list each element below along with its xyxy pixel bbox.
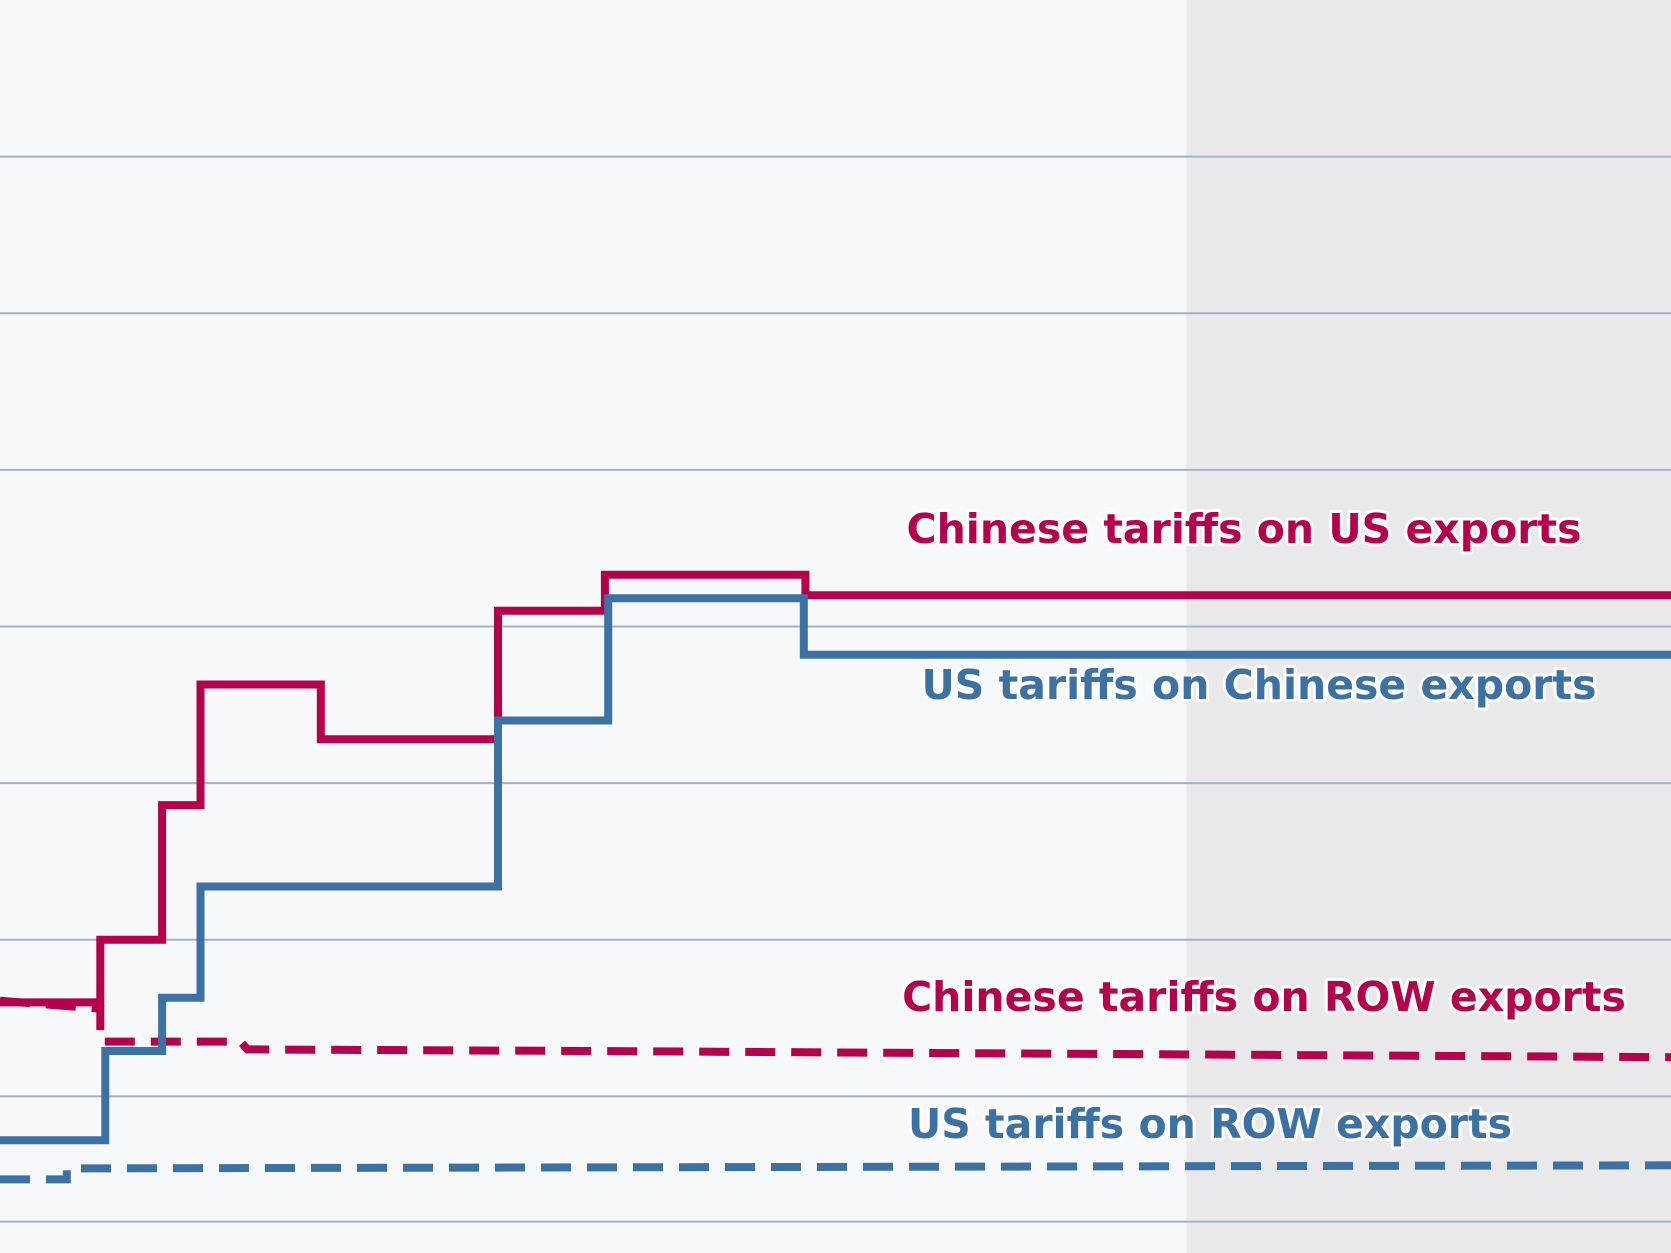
series-line-china-on-row [0, 996, 1671, 1062]
label-chinese-tariffs-on-row-exports: Chinese tariffs on ROW exports [902, 973, 1626, 1021]
label-chinese-tariffs-on-us-exports: Chinese tariffs on US exports [907, 505, 1582, 553]
label-us-tariffs-on-chinese-exports: US tariffs on Chinese exports [922, 661, 1597, 709]
series-line-us-on-china [0, 594, 1671, 1145]
label-us-tariffs-on-row-exports: US tariffs on ROW exports [908, 1100, 1512, 1148]
series-labels: Chinese tariffs on US exports US tariffs… [899, 502, 1629, 1151]
series-line-china-on-us [0, 570, 1671, 1007]
series-lines [0, 570, 1671, 1184]
gridlines [0, 155, 1671, 1223]
series-line-us-on-row [0, 1161, 1671, 1184]
